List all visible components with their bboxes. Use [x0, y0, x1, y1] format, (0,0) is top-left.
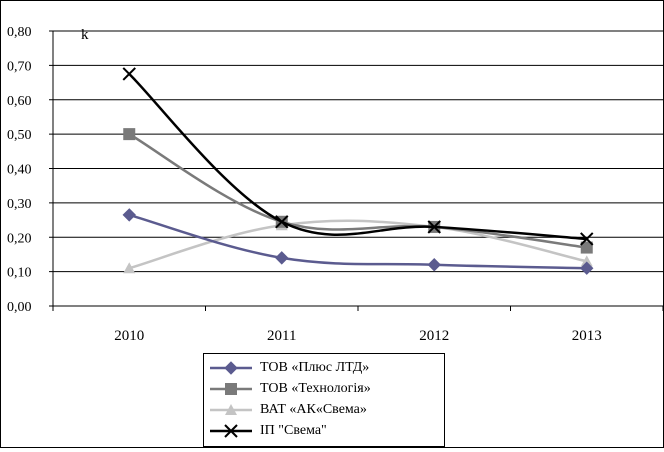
- data-point: [580, 255, 593, 267]
- y-tick-label: 0,30: [7, 197, 32, 212]
- y-tick-label: 0,40: [7, 163, 32, 178]
- data-point: [123, 128, 136, 141]
- legend-item: ВАТ «АК«Свема»: [204, 400, 444, 420]
- chart-legend: ТОВ «Плюс ЛТД» ТОВ «Технологія» ВАТ «АК«Св…: [203, 353, 445, 447]
- legend-label: ТОВ «Плюс ЛТД»: [260, 360, 370, 375]
- data-point: [122, 208, 136, 222]
- data-point: [580, 232, 594, 246]
- y-tick-label: 0,00: [7, 300, 32, 315]
- data-point: [427, 220, 441, 234]
- y-tick-label: 0,50: [7, 128, 32, 143]
- data-point: [580, 241, 593, 254]
- legend-item: ТОВ «Технологія»: [204, 379, 444, 399]
- x-tick-label: 2011: [267, 328, 296, 344]
- data-point: [580, 261, 594, 275]
- legend-marker: [224, 361, 238, 375]
- y-tick-label: 0,70: [7, 59, 32, 74]
- y-axis-label: k: [81, 27, 89, 43]
- legend-swatch: [210, 424, 252, 438]
- data-point: [275, 251, 289, 265]
- y-tick-label: 0,20: [7, 231, 32, 246]
- series-line: [128, 213, 587, 270]
- y-tick-label: 0,60: [7, 94, 32, 109]
- y-tick-label: 0,80: [7, 25, 32, 40]
- series-line: [128, 219, 588, 270]
- legend-label: ІП "Свема": [260, 423, 327, 438]
- data-point: [123, 262, 136, 274]
- x-tick-label: 2010: [114, 328, 144, 344]
- data-point: [427, 258, 441, 272]
- series-line: [128, 133, 587, 249]
- data-point: [122, 67, 136, 81]
- legend-label: ТОВ «Технологія»: [260, 381, 371, 396]
- legend-marker: [224, 424, 238, 438]
- legend-item: ІП "Свема": [204, 421, 444, 441]
- series-line: [128, 73, 587, 241]
- legend-label: ВАТ «АК«Свема»: [260, 402, 367, 417]
- legend-swatch: [210, 404, 252, 415]
- legend-swatch: [210, 383, 252, 395]
- legend-swatch: [210, 361, 252, 375]
- legend-item: ТОВ «Плюс ЛТД»: [204, 358, 444, 378]
- data-point: [275, 215, 289, 229]
- x-tick-label: 2013: [572, 328, 602, 344]
- legend-marker: [225, 383, 237, 395]
- y-tick-label: 0,10: [7, 266, 32, 281]
- x-tick-label: 2012: [419, 328, 449, 344]
- legend-marker: [225, 404, 237, 415]
